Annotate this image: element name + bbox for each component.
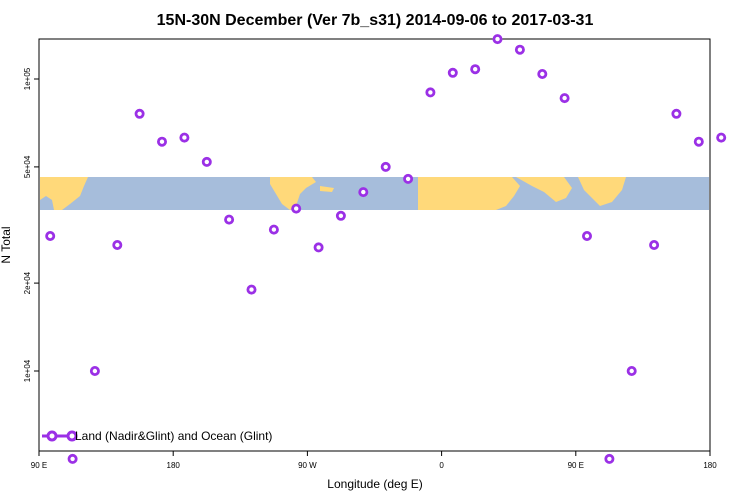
data-point: [582, 230, 593, 241]
data-point: [470, 64, 481, 75]
legend: Land (Nadir&Glint) and Ocean (Glint): [42, 429, 272, 443]
data-point: [559, 93, 570, 104]
data-point: [403, 173, 414, 184]
x-axis-label: Longitude (deg E): [327, 477, 422, 491]
data-point: [693, 136, 704, 147]
data-point: [134, 108, 145, 119]
chart-title: 15N-30N December (Ver 7b_s31) 2014-09-06…: [157, 12, 594, 29]
land-asia-left: [40, 177, 88, 210]
y-axis-label: N Total: [0, 226, 13, 263]
land-caribbean: [320, 186, 334, 192]
y-tick-label: 1e+05: [23, 67, 32, 90]
plot-area: [38, 38, 711, 452]
world-map-strip: [40, 177, 709, 210]
land-africa: [418, 177, 520, 210]
data-point: [224, 214, 235, 225]
data-point: [425, 87, 436, 98]
data-point: [45, 230, 56, 241]
legend-label: Land (Nadir&Glint) and Ocean (Glint): [75, 429, 272, 443]
y-tick-label: 1e+04: [23, 359, 32, 382]
x-tick-label: 180: [703, 461, 717, 470]
data-point: [67, 453, 78, 464]
data-point: [716, 132, 727, 143]
data-point: [671, 108, 682, 119]
data-point: [268, 224, 279, 235]
data-point: [447, 67, 458, 78]
y-axis: 1e+04 2e+04 5e+04 1e+05: [23, 67, 39, 382]
land-southeast-asia: [578, 177, 626, 206]
y-tick-label: 5e+04: [23, 155, 32, 178]
x-tick-label: 180: [167, 461, 181, 470]
y-tick-label: 2e+04: [23, 271, 32, 294]
data-point: [358, 187, 369, 198]
data-points: [45, 34, 727, 464]
data-point: [335, 210, 346, 221]
data-point: [246, 284, 257, 295]
land-north-america: [270, 177, 316, 210]
land-arabia-india: [516, 177, 572, 202]
data-point: [514, 44, 525, 55]
x-tick-label: 90 W: [298, 461, 317, 470]
data-point: [89, 365, 100, 376]
data-point: [201, 156, 212, 167]
data-point: [313, 242, 324, 253]
data-point: [537, 69, 548, 80]
x-tick-label: 0: [439, 461, 444, 470]
data-point: [291, 203, 302, 214]
data-point: [492, 34, 503, 45]
x-axis: 90 E 180 90 W 0 90 E 180: [31, 451, 717, 470]
data-point: [649, 239, 660, 250]
data-point: [179, 132, 190, 143]
data-point: [604, 453, 615, 464]
data-point: [626, 365, 637, 376]
data-point: [156, 136, 167, 147]
legend-marker: [66, 430, 78, 442]
data-point: [380, 161, 391, 172]
x-tick-label: 90 E: [31, 461, 47, 470]
map-land: [40, 177, 626, 210]
legend-marker: [46, 430, 58, 442]
x-tick-label: 90 E: [568, 461, 584, 470]
data-point: [112, 239, 123, 250]
